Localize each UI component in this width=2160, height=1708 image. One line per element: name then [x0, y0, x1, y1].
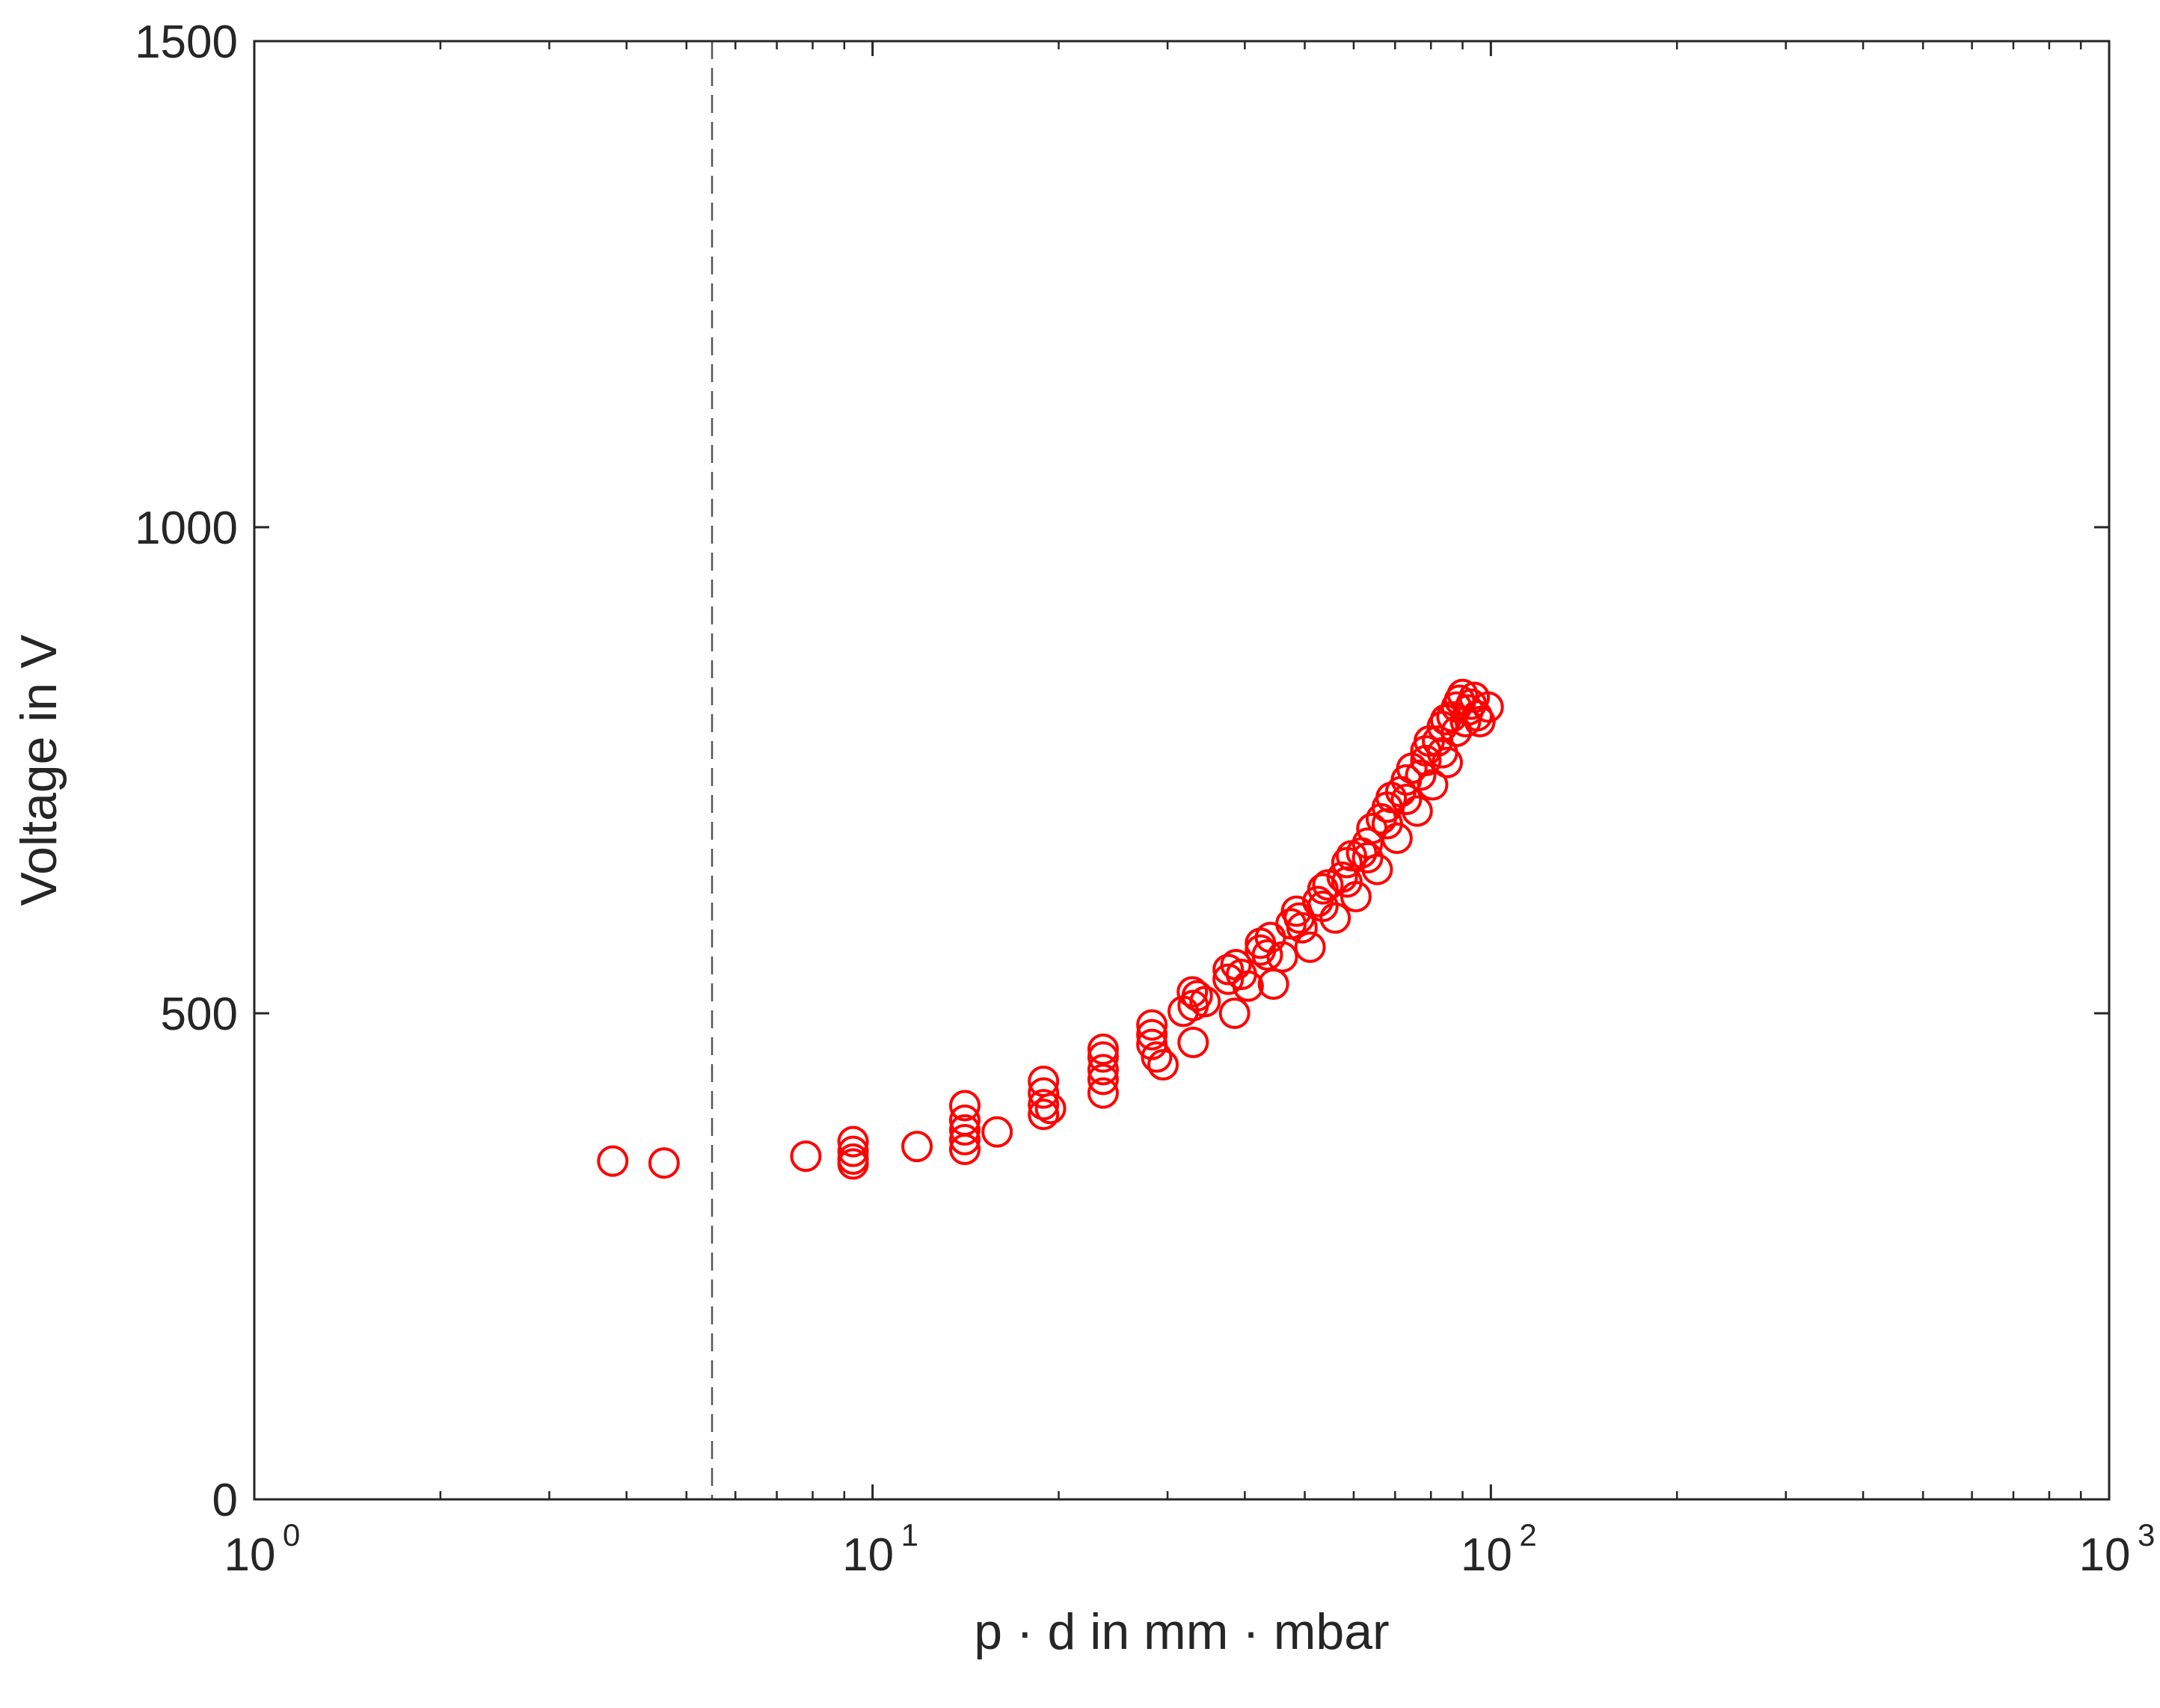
measurement-point [1034, 1093, 1067, 1125]
measurement-point [1464, 706, 1496, 737]
x-tick-label: 10 [1461, 1529, 1512, 1581]
measurement-point [1087, 1033, 1119, 1066]
measurement-point [1251, 939, 1283, 971]
measurement-point [1028, 1089, 1060, 1121]
x-tick-exponent: 0 [283, 1517, 300, 1552]
measurement-point [1177, 1027, 1209, 1058]
measurement-point [1232, 970, 1264, 1002]
plot-area [254, 41, 2109, 1499]
measurement-point [1087, 1063, 1119, 1096]
measurement-point [1087, 1054, 1119, 1086]
measurement-point [1087, 1077, 1119, 1109]
measurement-point [1028, 1077, 1060, 1109]
measurement-point [1312, 869, 1344, 901]
measurement-point [1212, 953, 1245, 986]
x-tick-exponent: 2 [1519, 1517, 1536, 1552]
measurement-point [1294, 931, 1326, 963]
x-tick-label: 10 [2079, 1529, 2131, 1581]
measurement-point [837, 1125, 869, 1158]
y-tick-label: 500 [161, 989, 238, 1040]
measurement-point [949, 1114, 981, 1146]
measurement-point [790, 1140, 822, 1173]
measurement-point [1147, 1048, 1179, 1081]
measurement-point [1189, 986, 1221, 1018]
x-tick-label: 10 [224, 1529, 276, 1581]
measurement-point [1381, 823, 1413, 854]
measurement-point [949, 1134, 981, 1165]
measurement-point [1431, 746, 1463, 778]
measurement-point [1405, 759, 1437, 791]
x-tick-label: 10 [842, 1529, 894, 1581]
measurement-point [1028, 1099, 1060, 1131]
measurement-point [1218, 998, 1251, 1029]
x-tick-exponent: 1 [901, 1517, 918, 1552]
measurement-point [1257, 968, 1289, 1000]
measurement-point [1307, 891, 1339, 922]
measurement-point [1177, 989, 1209, 1022]
x-tick-exponent: 3 [2138, 1517, 2155, 1552]
measurement-point [1136, 1019, 1168, 1051]
measurement-point [949, 1090, 981, 1122]
measurement-point [1390, 784, 1423, 815]
y-tick-label: 1000 [135, 503, 238, 554]
y-axis-label: Voltage in V [10, 634, 67, 906]
y-tick-label: 1500 [135, 16, 238, 68]
measurement-point [949, 1124, 981, 1155]
measurement-point [1401, 795, 1433, 827]
measurement-point [1417, 769, 1449, 801]
axes-box [253, 40, 2111, 1501]
measurement-point [1141, 1041, 1173, 1073]
measurement-point [1212, 963, 1245, 995]
measurement-point [648, 1147, 680, 1179]
measurement-point [1351, 842, 1384, 873]
measurement-point [901, 1131, 933, 1163]
measurement-point [1319, 902, 1351, 934]
x-axis-label: p · d in mm · mbar [974, 1603, 1389, 1660]
measurement-point [1136, 1009, 1168, 1041]
measurement-point [981, 1116, 1013, 1148]
measurement-point [1340, 881, 1372, 912]
measurement-point [597, 1145, 629, 1177]
measurement-point [1361, 853, 1393, 885]
measurement-point [837, 1135, 869, 1167]
y-tick-label: 0 [212, 1475, 238, 1526]
measurement-point [1266, 941, 1298, 973]
measurement-point [1472, 691, 1504, 723]
measurement-point [837, 1148, 869, 1180]
measurement-point [1286, 912, 1318, 944]
measurement-point [1087, 1041, 1119, 1073]
